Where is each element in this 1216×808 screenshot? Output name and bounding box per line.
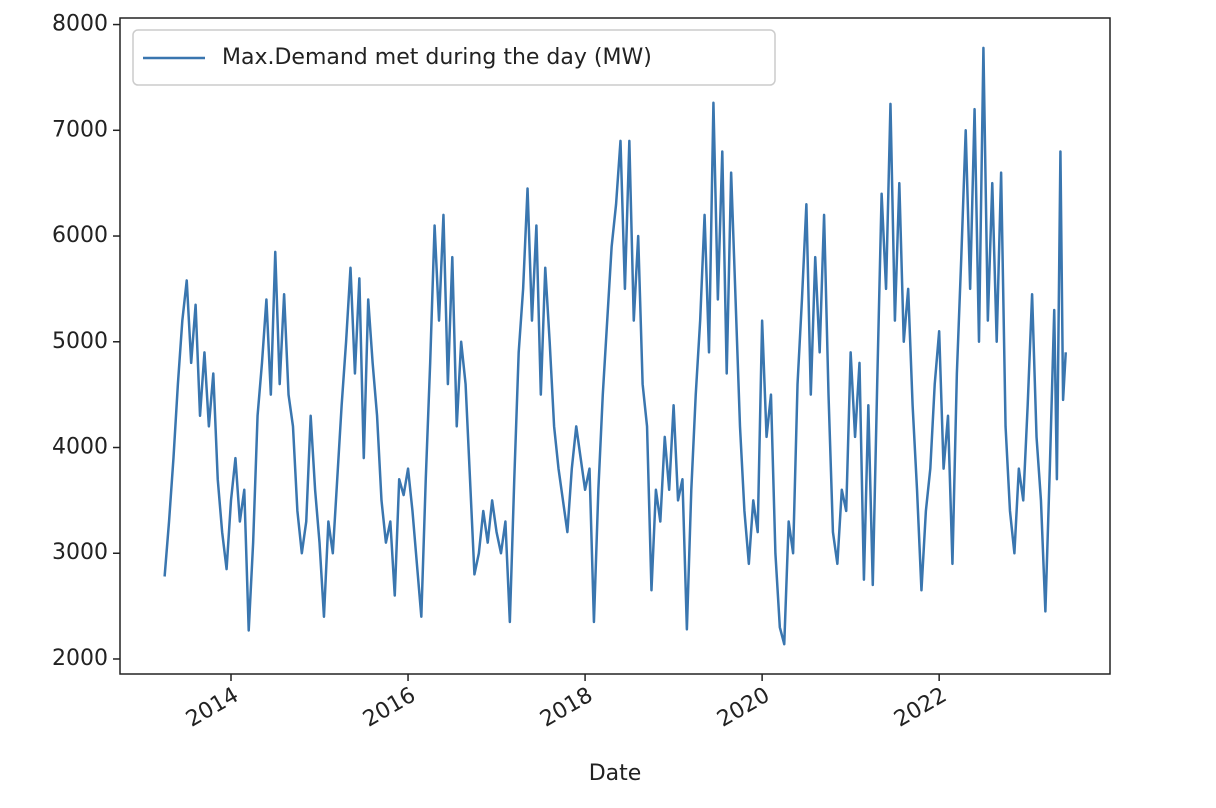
- legend-box: [132, 29, 776, 86]
- y-tick-label: 6000: [52, 223, 108, 248]
- x-axis-label: Date: [589, 761, 642, 786]
- x-tick-label: 2016: [359, 683, 420, 733]
- x-tick-label: 2014: [182, 683, 243, 733]
- line-series: [163, 46, 1067, 646]
- y-tick-label: 5000: [52, 329, 108, 354]
- y-tick-label: 8000: [52, 12, 108, 37]
- x-tick-label: 2022: [890, 683, 951, 733]
- x-tick-label: 2018: [536, 683, 597, 733]
- y-tick-label: 7000: [52, 117, 108, 142]
- y-tick-label: 2000: [52, 646, 108, 671]
- y-tick-label: 3000: [52, 540, 108, 565]
- y-tick-label: 4000: [52, 435, 108, 460]
- plot-frame: [119, 17, 1111, 675]
- x-tick-label: 2020: [713, 683, 774, 733]
- legend-label: Max.Demand met during the day (MW): [222, 45, 652, 70]
